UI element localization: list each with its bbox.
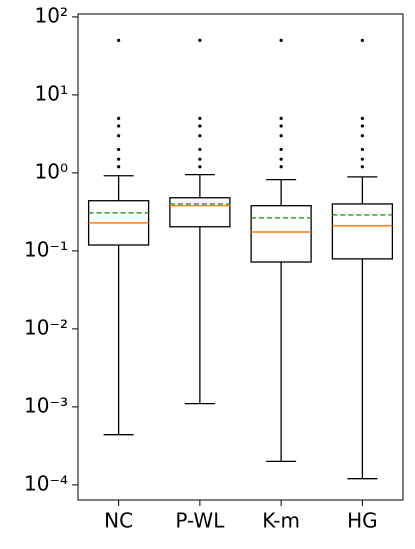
x-tick-label: P-WL [175,509,225,533]
flier [198,157,202,161]
flier [279,165,283,169]
flier [117,157,121,161]
box [331,203,394,260]
plot-frame [77,13,404,501]
x-tick-label: K-m [262,509,300,533]
y-tick-label: 10² [35,3,68,27]
y-tick-label: 10⁻³ [24,393,68,417]
y-tick-label: 10⁻⁴ [24,471,68,495]
flier [198,147,202,152]
flier [198,38,202,42]
box [169,197,231,228]
flier [360,38,364,42]
flier [279,157,283,161]
flier [360,147,364,152]
y-tick-label: 10¹ [35,81,68,105]
flier [117,38,121,42]
flier [198,134,202,138]
flier [279,147,283,152]
flier [279,38,283,42]
box [250,205,312,263]
flier [279,134,283,138]
flier [360,124,364,128]
x-tick-label: HG [347,509,378,533]
y-tick-label: 10⁻¹ [24,237,68,261]
flier [117,147,121,152]
flier [360,165,364,169]
flier [117,134,121,138]
flier [360,157,364,161]
flier [198,116,202,120]
flier [279,116,283,120]
y-tick-label: 10⁰ [35,159,68,183]
flier [279,124,283,128]
y-tick-label: 10⁻² [24,315,68,339]
flier [198,124,202,128]
flier [117,116,121,120]
flier [117,165,121,169]
flier [117,124,121,128]
x-tick-label: NC [104,509,133,533]
flier [360,134,364,138]
flier [198,165,202,169]
flier [360,116,364,120]
